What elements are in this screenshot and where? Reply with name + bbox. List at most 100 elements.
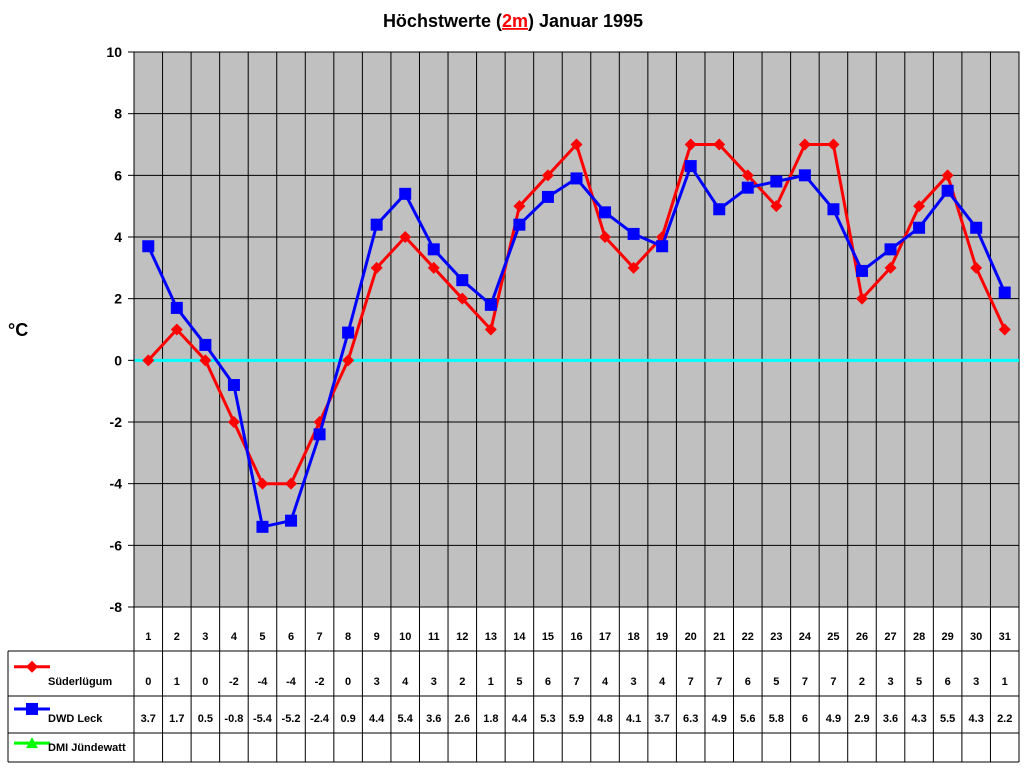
x-tick-label: 22	[742, 631, 754, 643]
data-label: 5.6	[740, 713, 755, 725]
x-tick-label: 18	[627, 631, 639, 643]
data-point	[998, 323, 1011, 336]
data-label: 6	[945, 676, 951, 688]
data-label: 2.2	[997, 713, 1012, 725]
x-tick-label: 28	[913, 631, 925, 643]
x-tick-label: 14	[513, 631, 526, 643]
data-point	[570, 138, 583, 151]
data-label: 4.9	[712, 713, 727, 725]
data-label: 1	[1002, 676, 1008, 688]
data-point	[370, 261, 383, 274]
data-label: 1	[174, 676, 180, 688]
y-tick-label: -4	[110, 476, 123, 492]
data-label: 6	[745, 676, 751, 688]
data-point	[427, 261, 440, 274]
data-label: -5.4	[253, 713, 273, 725]
legend-marker-3	[26, 737, 38, 749]
y-axis-label: °C	[8, 320, 28, 340]
y-tick-label: 2	[114, 291, 122, 307]
x-tick-label: 29	[942, 631, 954, 643]
data-label: 5.3	[540, 713, 555, 725]
data-point	[656, 240, 669, 253]
data-point	[798, 169, 811, 182]
data-point	[456, 292, 469, 305]
legend-marker-2	[26, 702, 38, 715]
data-label: 5	[516, 676, 522, 688]
data-point	[770, 200, 783, 213]
chart-title-suffix: ) Januar 1995	[528, 11, 643, 31]
data-label: 0	[145, 676, 151, 688]
x-tick-label: 31	[999, 631, 1011, 643]
data-label: 0.5	[198, 713, 213, 725]
data-point	[713, 203, 726, 216]
y-tick-label: -8	[110, 599, 123, 615]
data-point	[513, 218, 526, 231]
chart-title-highlight: 2m	[502, 11, 528, 31]
data-label: 3	[631, 676, 637, 688]
data-point	[227, 416, 240, 428]
series-layer	[142, 138, 1011, 533]
data-point	[285, 477, 298, 490]
data-point	[541, 190, 554, 203]
data-point	[913, 221, 926, 234]
data-point	[342, 354, 355, 367]
data-point	[256, 520, 269, 533]
data-point	[741, 181, 754, 194]
data-label: 4.4	[512, 713, 528, 725]
data-point	[513, 200, 526, 213]
data-point	[227, 379, 240, 391]
data-label: 7	[716, 676, 722, 688]
data-point	[456, 274, 469, 287]
legend-label-2: DWD Leck	[48, 713, 103, 725]
data-point	[170, 323, 183, 336]
data-label: 4.3	[911, 713, 926, 725]
data-point	[684, 160, 697, 173]
data-label: 6	[545, 676, 551, 688]
data-label: 5	[773, 676, 779, 688]
data-label: 2.6	[455, 713, 470, 725]
data-label: 3	[973, 676, 979, 688]
data-label: 5	[916, 676, 922, 688]
data-point	[427, 243, 440, 256]
data-point	[570, 172, 583, 185]
y-tick-label: 8	[114, 106, 122, 122]
data-label: 3.7	[654, 713, 669, 725]
data-point	[827, 203, 840, 216]
data-label: 4	[659, 676, 666, 688]
data-label: 3	[374, 676, 380, 688]
data-point	[770, 175, 783, 188]
data-label: 1.7	[169, 713, 184, 725]
data-point	[998, 286, 1011, 299]
x-tick-label: 7	[317, 631, 323, 643]
y-axis: 10 8 6 4 2 0 -2 -4 -6 -8	[106, 44, 135, 615]
data-point	[484, 323, 497, 336]
data-label: 3.7	[141, 713, 156, 725]
data-label: 4.3	[969, 713, 984, 725]
data-point	[970, 261, 983, 274]
data-label: 5.4	[398, 713, 414, 725]
data-label: 5.9	[569, 713, 584, 725]
data-point	[199, 354, 212, 367]
data-label: -2	[229, 676, 239, 688]
data-point	[970, 221, 983, 234]
x-tick-label: 8	[345, 631, 351, 643]
data-point	[285, 514, 298, 527]
x-tick-label: 25	[827, 631, 839, 643]
x-tick-label: 30	[970, 631, 982, 643]
data-label: -2.4	[310, 713, 330, 725]
legend-marker-1	[26, 660, 38, 673]
data-label: 3.6	[883, 713, 898, 725]
data-label: 1	[488, 676, 494, 688]
legend-label-3: DMI Jündewatt	[48, 742, 126, 754]
x-tick-label: 10	[399, 631, 411, 643]
data-point	[199, 338, 212, 351]
data-point	[941, 184, 954, 197]
data-label: 3.6	[426, 713, 441, 725]
chart-title-prefix: Höchstwerte (	[383, 11, 502, 31]
data-point	[913, 200, 926, 213]
data-point	[313, 428, 326, 441]
data-point	[342, 326, 355, 339]
x-tick-label: 9	[374, 631, 380, 643]
data-point	[599, 231, 612, 243]
